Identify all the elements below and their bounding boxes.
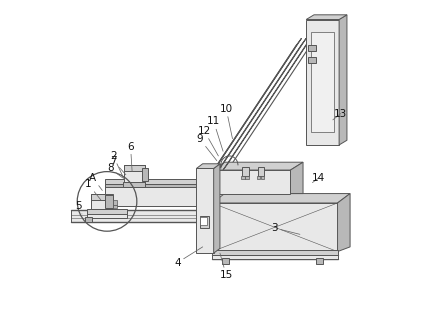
Bar — [199, 215, 209, 228]
Bar — [87, 214, 128, 218]
Polygon shape — [212, 162, 303, 170]
Text: 13: 13 — [333, 109, 347, 120]
Polygon shape — [196, 164, 220, 169]
Bar — [105, 184, 198, 206]
Bar — [105, 195, 113, 208]
Bar — [87, 209, 128, 215]
Bar — [105, 184, 198, 187]
Polygon shape — [338, 193, 350, 252]
Text: 6: 6 — [127, 141, 134, 172]
Text: 2: 2 — [110, 151, 124, 180]
Bar — [113, 200, 117, 204]
Bar — [91, 193, 105, 200]
Bar — [222, 259, 229, 264]
Polygon shape — [212, 203, 338, 252]
Polygon shape — [212, 170, 291, 193]
Text: 11: 11 — [207, 117, 223, 151]
Text: 10: 10 — [220, 104, 233, 139]
Bar — [124, 165, 145, 171]
Bar — [124, 165, 145, 183]
Bar — [242, 167, 249, 176]
Bar — [123, 182, 145, 187]
Text: 4: 4 — [174, 247, 203, 267]
Bar — [311, 32, 334, 132]
Text: 5: 5 — [75, 201, 82, 214]
Bar — [260, 176, 264, 179]
Bar — [212, 250, 338, 255]
Text: 7: 7 — [110, 156, 126, 175]
Bar — [141, 169, 148, 181]
Text: 12: 12 — [198, 126, 218, 156]
Polygon shape — [339, 15, 347, 145]
Bar — [257, 167, 264, 176]
Bar — [196, 169, 214, 253]
Polygon shape — [306, 15, 347, 20]
Text: 3: 3 — [272, 223, 300, 234]
Bar — [245, 176, 249, 179]
Text: 1: 1 — [85, 179, 101, 200]
Bar — [241, 176, 245, 179]
Bar — [105, 180, 198, 184]
Bar — [212, 255, 338, 260]
Bar — [201, 217, 207, 225]
Bar — [71, 210, 240, 222]
Text: 14: 14 — [312, 173, 325, 183]
Polygon shape — [218, 38, 306, 170]
Bar — [113, 204, 117, 208]
Polygon shape — [212, 193, 350, 203]
Bar — [91, 193, 113, 209]
Text: 9: 9 — [196, 134, 217, 161]
Polygon shape — [214, 164, 220, 253]
Text: 15: 15 — [220, 253, 233, 280]
Text: 8: 8 — [107, 163, 123, 178]
Bar — [308, 45, 315, 51]
Polygon shape — [291, 162, 303, 193]
Bar — [308, 57, 315, 63]
Bar — [306, 20, 339, 145]
Bar — [256, 176, 260, 179]
Bar — [85, 217, 92, 222]
Polygon shape — [223, 38, 311, 170]
Text: A: A — [89, 173, 102, 191]
Polygon shape — [214, 38, 302, 170]
Bar — [315, 259, 323, 264]
